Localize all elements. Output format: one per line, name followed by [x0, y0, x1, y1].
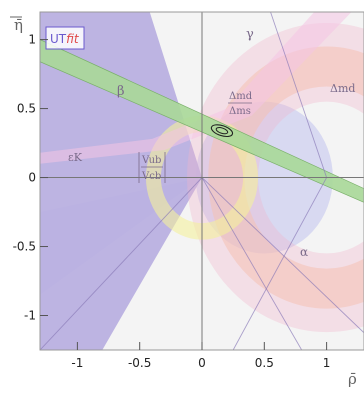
constraint-line-2 — [40, 177, 203, 350]
logo-box — [45, 26, 85, 50]
x-tick-label-3: 0.5 — [255, 356, 274, 370]
grid-lines — [40, 12, 364, 350]
vub-numerator: Vub — [141, 155, 161, 166]
best-fit-contour-outer — [210, 124, 234, 138]
annotations: γ β α εK Δmd Δmd Δms Vub Vcb — [68, 27, 355, 259]
x-axis-ticks: -1 -0.5 0 0.5 1 — [71, 342, 330, 370]
epsilon-k-constraint-band — [40, 12, 352, 164]
x-tick-label-0: -1 — [71, 356, 83, 370]
constraint-regions — [40, 12, 364, 350]
x-tick-label-2: 0 — [198, 356, 206, 370]
constraint-line-3 — [232, 177, 328, 350]
gamma-label: γ — [246, 27, 254, 42]
best-fit-contour-inner — [215, 127, 229, 135]
logo-ut: UTfit — [50, 32, 80, 46]
y-axis-ticks: -1 -0.5 0 0.5 1 — [13, 33, 48, 323]
vub-denominator: Vcb — [141, 171, 161, 182]
constraint-line-4 — [270, 12, 328, 178]
best-fit-contours — [210, 124, 234, 138]
constraint-line-5 — [201, 177, 303, 350]
epsilon-k-label: εK — [68, 151, 83, 164]
constraint-line-1 — [201, 177, 364, 334]
dm-d-label: Δmd — [330, 82, 355, 95]
beta-label: β — [117, 84, 125, 99]
y-axis-title: η̄ — [14, 16, 23, 34]
dm-ratio-denominator: Δms — [229, 106, 251, 117]
y-tick-label-1: -0.5 — [13, 240, 36, 254]
x-tick-label-4: 1 — [323, 356, 331, 370]
x-tick-label-1: -0.5 — [128, 356, 151, 370]
dmd-constraint-ring — [187, 23, 364, 332]
alpha-label: α — [300, 245, 308, 259]
x-axis-title: ρ̄ — [348, 370, 357, 388]
y-tick-label-2: 0 — [28, 171, 36, 185]
y-tick-label-3: 0.5 — [17, 102, 36, 116]
dm-ratio-numerator: Δmd — [229, 91, 253, 102]
y-tick-label-4: 1 — [28, 33, 36, 47]
y-tick-label-0: -1 — [24, 309, 36, 323]
triangle-lines — [40, 12, 364, 350]
utfit-logo: UTfit — [45, 26, 85, 50]
